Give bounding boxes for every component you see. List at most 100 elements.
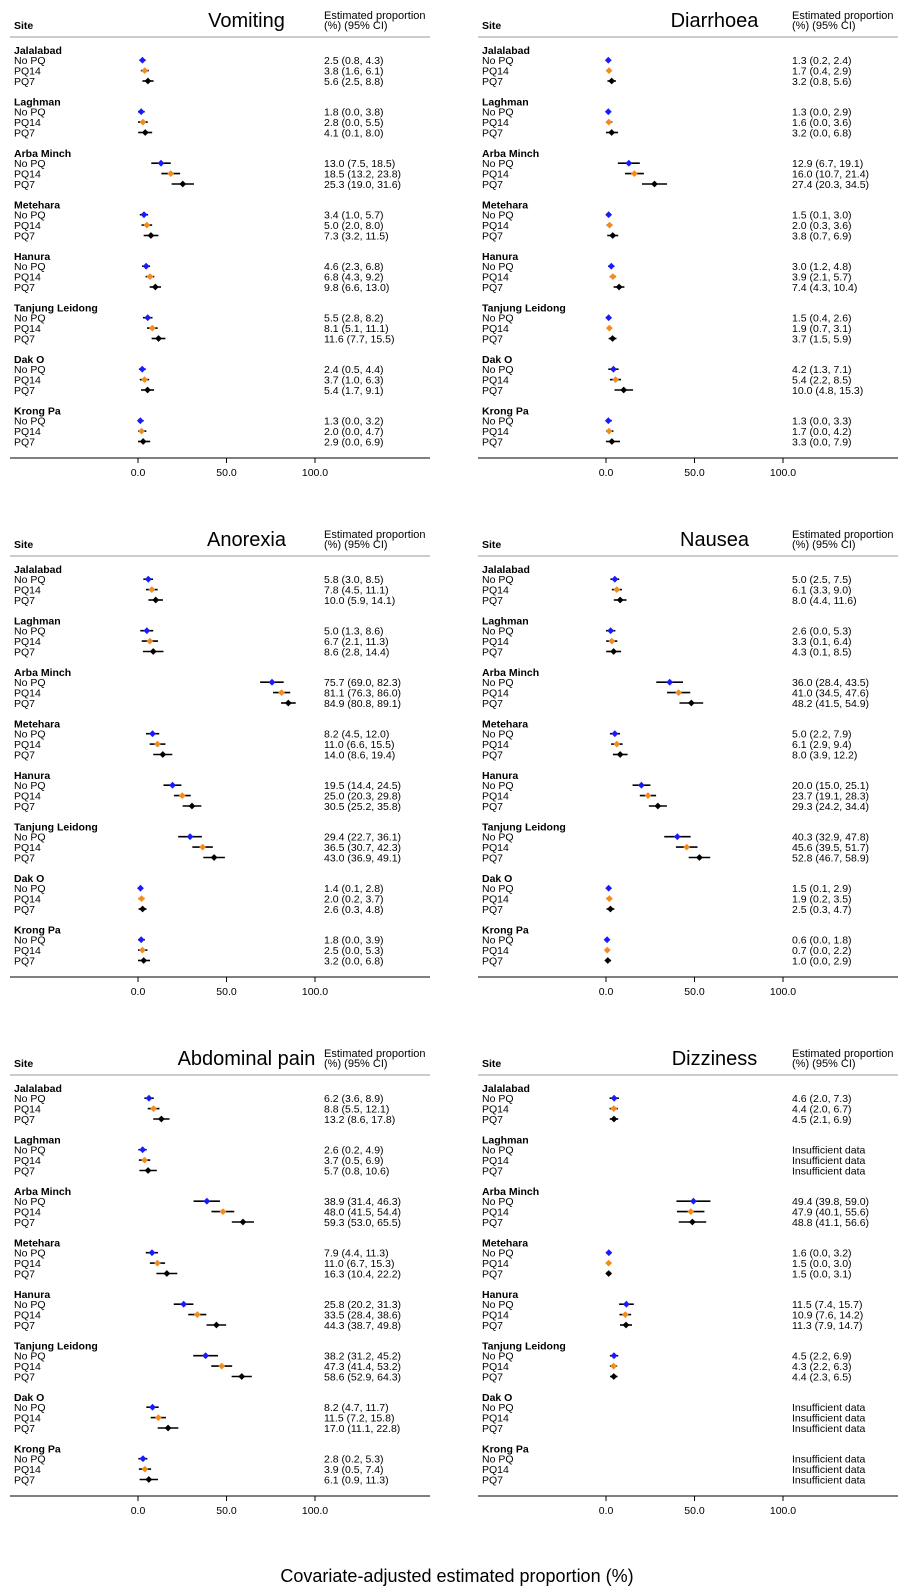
site-name: Tanjung Leidong <box>14 1341 98 1353</box>
x-tick-label: 0.0 <box>599 986 614 998</box>
point-estimate <box>157 159 165 167</box>
site-name: Dak O <box>482 873 512 885</box>
estimate-text: Insufficient data <box>792 1165 866 1177</box>
estimate-text: 2.8 (0.0, 5.5) <box>324 117 384 129</box>
arm-label: No PQ <box>14 1145 46 1157</box>
panel-title: Anorexia <box>207 529 287 551</box>
estimate-text: 3.2 (0.8, 5.6) <box>792 76 852 88</box>
point-estimate <box>610 1094 618 1102</box>
estimate-text: 5.6 (2.5, 8.8) <box>324 76 384 88</box>
arm-label: No PQ <box>482 832 514 844</box>
estimate-text: 2.0 (0.0, 4.7) <box>324 426 384 438</box>
point-estimate <box>630 170 638 177</box>
estimate-text: 1.0 (0.0, 2.9) <box>792 955 852 967</box>
arm-label: PQ7 <box>482 1114 503 1126</box>
site-name: Arba Minch <box>482 667 539 679</box>
estimate-text: 8.6 (2.8, 14.4) <box>324 646 389 658</box>
point-estimate <box>210 854 218 861</box>
arm-label: PQ7 <box>482 1268 503 1280</box>
arm-label: PQ7 <box>14 282 35 294</box>
x-tick-label: 0.0 <box>131 986 146 998</box>
site-header: Site <box>482 539 501 551</box>
estimate-text: 36.5 (30.7, 42.3) <box>324 842 401 854</box>
arm-label: PQ14 <box>482 374 509 386</box>
estimate-text: 2.0 (0.3, 3.6) <box>792 220 852 232</box>
estimate-text: 13.0 (7.5, 18.5) <box>324 158 395 170</box>
point-estimate <box>613 740 621 748</box>
site-name: Hanura <box>482 770 518 782</box>
estimate-text: 4.5 (2.1, 6.9) <box>792 1114 852 1126</box>
arm-label: PQ7 <box>482 852 503 864</box>
arm-label: No PQ <box>14 1454 46 1466</box>
point-estimate <box>143 221 151 229</box>
arm-label: PQ14 <box>14 117 41 129</box>
estimate-text: Insufficient data <box>792 1464 866 1476</box>
arm-label: PQ14 <box>482 117 509 129</box>
point-estimate <box>610 1373 618 1380</box>
estimate-header: (%) (95% CI) <box>324 539 388 551</box>
arm-label: PQ7 <box>482 749 503 761</box>
arm-label: No PQ <box>14 210 46 222</box>
arm-label: PQ7 <box>14 1423 35 1435</box>
site-header: Site <box>14 20 33 32</box>
estimate-text: 4.6 (2.3, 6.8) <box>324 261 384 273</box>
arm-label: PQ7 <box>14 127 35 139</box>
site-name: Jalalabad <box>14 1083 62 1095</box>
estimate-text: 25.3 (19.0, 31.6) <box>324 179 401 191</box>
estimate-text: 3.7 (0.5, 6.9) <box>324 1155 384 1167</box>
arm-label: No PQ <box>14 677 46 689</box>
point-estimate <box>610 365 617 373</box>
arm-label: No PQ <box>482 313 514 325</box>
estimate-text: 17.0 (11.1, 22.8) <box>324 1423 400 1435</box>
estimate-text: 6.2 (3.6, 8.9) <box>324 1093 384 1105</box>
estimate-text: Insufficient data <box>792 1474 866 1486</box>
arm-label: PQ14 <box>482 636 509 648</box>
x-tick-label: 100.0 <box>770 467 796 479</box>
point-estimate <box>604 957 612 964</box>
arm-label: PQ14 <box>14 1103 41 1115</box>
estimate-text: 2.9 (0.0, 6.9) <box>324 436 384 448</box>
x-tick-label: 0.0 <box>131 467 146 479</box>
point-estimate <box>149 730 156 738</box>
estimate-text: Insufficient data <box>792 1454 866 1466</box>
panel-title: Dizziness <box>672 1048 758 1070</box>
arm-label: PQ14 <box>482 1464 509 1476</box>
point-estimate <box>605 427 613 435</box>
point-estimate <box>219 1208 227 1215</box>
x-tick-label: 50.0 <box>684 467 705 479</box>
estimate-text: 23.7 (19.1, 28.3) <box>792 790 869 802</box>
arm-label: PQ7 <box>14 1165 35 1177</box>
point-estimate <box>688 1218 696 1226</box>
arm-label: PQ14 <box>482 426 509 438</box>
site-name: Laghman <box>482 97 529 109</box>
point-estimate <box>620 386 628 394</box>
point-estimate <box>673 833 681 841</box>
point-estimate <box>638 781 645 789</box>
point-estimate <box>150 1105 157 1112</box>
arm-label: PQ7 <box>482 127 503 139</box>
estimate-text: 1.3 (0.0, 3.3) <box>792 416 852 428</box>
x-tick-label: 0.0 <box>131 1505 146 1517</box>
arm-label: PQ14 <box>482 220 509 232</box>
point-estimate <box>202 1352 210 1360</box>
point-estimate <box>696 854 703 861</box>
estimate-text: 48.0 (41.5, 54.4) <box>324 1206 401 1218</box>
panel-title: Nausea <box>680 529 750 551</box>
arm-label: PQ7 <box>482 436 503 448</box>
point-estimate <box>616 596 624 604</box>
estimate-text: 25.8 (20.2, 31.3) <box>324 1299 401 1311</box>
point-estimate <box>139 438 147 445</box>
arm-label: No PQ <box>482 1145 514 1157</box>
arm-label: No PQ <box>14 1248 46 1260</box>
estimate-header: (%) (95% CI) <box>324 1058 388 1070</box>
estimate-text: 36.0 (28.4, 43.5) <box>792 677 869 689</box>
x-tick-label: 0.0 <box>599 1505 614 1517</box>
estimate-text: 4.5 (2.2, 6.9) <box>792 1351 852 1363</box>
x-tick-label: 50.0 <box>684 1505 705 1517</box>
estimate-text: 19.5 (14.4, 24.5) <box>324 780 401 792</box>
arm-label: No PQ <box>482 416 514 428</box>
point-estimate <box>609 232 617 239</box>
estimate-text: 2.8 (0.2, 5.3) <box>324 1454 384 1466</box>
estimate-text: 30.5 (25.2, 35.8) <box>324 801 401 813</box>
arm-label: No PQ <box>14 574 46 586</box>
